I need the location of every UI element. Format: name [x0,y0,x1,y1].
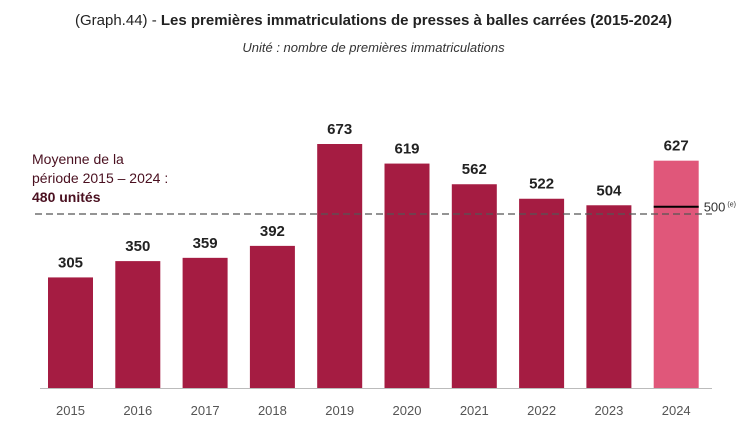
category-label-2017: 2017 [191,403,220,418]
bar-2024 [653,160,699,388]
bar-2017 [182,257,228,388]
value-label-2023: 504 [596,182,622,199]
bar-2019 [317,144,363,388]
value-label-2018: 392 [260,223,285,240]
bar-2020 [384,163,430,388]
category-label-2019: 2019 [325,403,354,418]
category-label-2015: 2015 [56,403,85,418]
category-label-2020: 2020 [393,403,422,418]
title-prefix: (Graph.44) - [75,12,161,29]
category-label-2016: 2016 [123,403,152,418]
value-label-2020: 619 [394,141,419,158]
average-note: Moyenne de la période 2015 – 2024 : 480 … [32,150,168,207]
bar-2023 [586,205,632,388]
category-label-2022: 2022 [527,403,556,418]
average-note-line1: Moyenne de la [32,151,124,167]
chart-title-row: (Graph.44) - Les premières immatriculati… [0,12,747,29]
category-label-2018: 2018 [258,403,287,418]
category-label-2023: 2023 [594,403,623,418]
category-label-2021: 2021 [460,403,489,418]
bar-2022 [519,198,565,388]
value-label-2015: 305 [58,254,83,271]
value-label-2016: 350 [125,238,150,255]
bar-2021 [451,184,497,388]
bar-2015 [48,277,93,388]
bar-2016 [115,261,161,388]
value-label-2019: 673 [327,121,352,138]
average-note-line2: période 2015 – 2024 : [32,170,169,186]
average-note-value: 480 unités [32,189,101,205]
value-label-2024: 627 [664,138,689,155]
chart-title: Les premières immatriculations de presse… [160,12,672,29]
forecast-label: 500 (e) [704,200,736,215]
chart-subtitle: Unité : nombre de premières immatriculat… [242,40,505,55]
bar-2018 [249,245,295,388]
value-label-2021: 562 [462,161,487,178]
value-label-2022: 522 [529,176,554,193]
category-label-2024: 2024 [662,403,691,418]
value-label-2017: 359 [193,235,218,252]
